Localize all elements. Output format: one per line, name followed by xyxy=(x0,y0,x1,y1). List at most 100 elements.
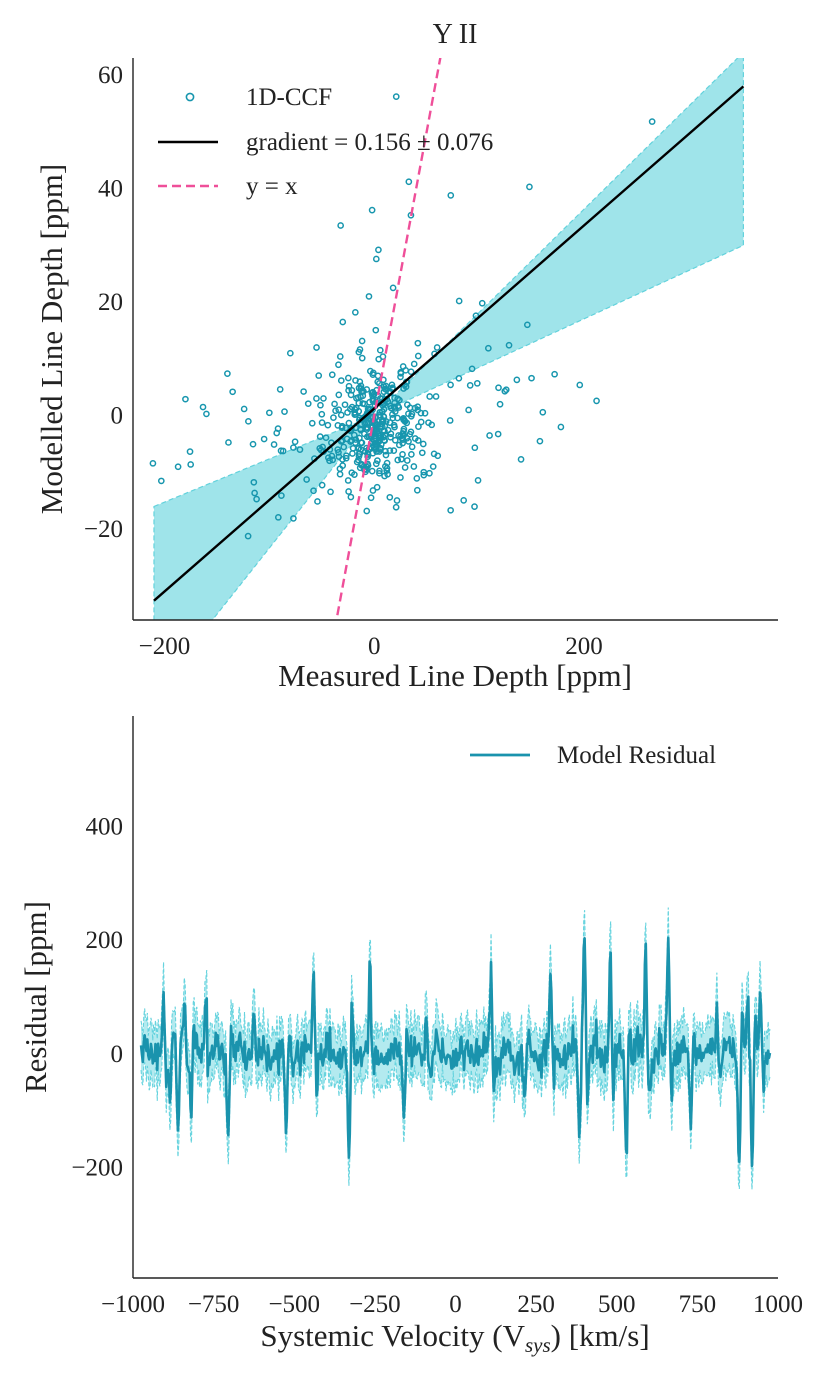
data-point xyxy=(327,488,334,496)
data-point xyxy=(403,434,411,442)
x-tick-label: 250 xyxy=(517,1291,555,1318)
data-point xyxy=(345,488,352,495)
data-point xyxy=(551,370,558,378)
data-point xyxy=(415,423,422,430)
data-point xyxy=(368,467,376,475)
data-point xyxy=(384,470,391,478)
bottom-legend: Model Residual xyxy=(470,742,716,769)
legend-marker-1d-ccf xyxy=(185,92,195,102)
x-tick-label: 200 xyxy=(565,633,603,660)
x-tick-label: 1000 xyxy=(753,1291,803,1318)
data-point xyxy=(316,433,324,440)
data-point xyxy=(270,441,278,448)
x-tick-label: −750 xyxy=(188,1291,240,1318)
x-tick-label: 750 xyxy=(679,1291,717,1318)
data-point xyxy=(361,448,369,455)
data-point xyxy=(375,246,382,254)
y-tick-label: 0 xyxy=(111,403,124,430)
y-tick-label: 400 xyxy=(86,814,124,841)
data-point xyxy=(465,406,472,414)
data-point xyxy=(304,400,312,408)
data-point xyxy=(303,476,310,483)
data-point xyxy=(361,400,368,408)
bottom-residual-panel: −1000 −750 −500 −250 0 250 500 750 1000 −200 0 200 4… xyxy=(18,716,803,1357)
legend-label-identity: y = x xyxy=(246,173,298,200)
data-point xyxy=(386,447,394,454)
data-point xyxy=(402,366,410,374)
data-point xyxy=(368,206,376,214)
data-point xyxy=(434,452,442,460)
data-point xyxy=(339,456,346,463)
data-point xyxy=(494,430,502,438)
data-point xyxy=(400,385,407,392)
data-point xyxy=(389,414,397,422)
bottom-y-axis-label: Residual [ppm] xyxy=(18,901,53,1093)
legend-label-model-residual: Model Residual xyxy=(557,742,716,769)
xlabel-main: Systemic Velocity (V xyxy=(260,1318,525,1353)
data-point xyxy=(199,403,207,411)
data-point xyxy=(318,410,326,418)
data-point xyxy=(290,444,297,451)
data-point xyxy=(420,471,428,479)
data-point xyxy=(387,404,395,412)
data-point xyxy=(394,456,402,464)
data-point xyxy=(466,382,474,389)
data-point xyxy=(322,434,330,442)
data-point xyxy=(337,222,345,229)
data-point xyxy=(413,486,421,494)
data-point xyxy=(496,400,504,408)
data-point xyxy=(399,451,406,458)
data-point xyxy=(446,417,454,424)
data-point xyxy=(348,469,356,477)
data-point xyxy=(383,459,391,467)
data-point xyxy=(365,293,373,300)
y-tick-label: 60 xyxy=(98,62,123,89)
data-point xyxy=(330,414,337,421)
data-point xyxy=(355,453,363,460)
data-point xyxy=(361,430,368,438)
data-point xyxy=(335,406,343,414)
data-point xyxy=(478,299,486,307)
y-tick-label: 40 xyxy=(98,176,123,203)
data-point xyxy=(290,515,297,522)
data-point xyxy=(335,361,342,369)
data-point xyxy=(324,421,332,429)
data-point xyxy=(358,354,366,362)
data-point xyxy=(403,457,411,464)
data-point xyxy=(372,460,380,468)
data-point xyxy=(334,422,342,429)
data-point xyxy=(401,464,409,471)
data-point xyxy=(389,384,396,392)
data-point xyxy=(421,409,429,417)
data-point xyxy=(187,461,195,468)
data-point xyxy=(349,450,356,457)
bottom-x-axis-label: Systemic Velocity (Vsys) [km/s] xyxy=(260,1318,649,1357)
data-point xyxy=(405,178,413,186)
data-point xyxy=(393,497,401,504)
data-point xyxy=(149,459,157,467)
data-point xyxy=(328,371,336,379)
data-point xyxy=(281,408,288,415)
data-point xyxy=(336,465,344,473)
data-point xyxy=(296,446,304,453)
data-point xyxy=(372,255,380,263)
data-point xyxy=(473,379,481,387)
data-point xyxy=(414,352,422,360)
data-point xyxy=(358,439,366,447)
identity-line xyxy=(335,58,442,620)
data-point xyxy=(344,374,352,382)
data-point xyxy=(433,344,441,351)
data-point xyxy=(363,507,371,515)
data-point xyxy=(317,401,324,409)
data-point xyxy=(399,430,407,437)
data-point xyxy=(376,346,384,354)
data-point xyxy=(397,474,404,481)
y-tick-label: 200 xyxy=(86,927,124,954)
data-point xyxy=(505,341,513,349)
data-point xyxy=(229,388,236,396)
data-point xyxy=(455,297,463,305)
data-point xyxy=(414,403,422,411)
data-point xyxy=(308,419,316,427)
legend-label-gradient: gradient = 0.156 ± 0.076 xyxy=(246,129,493,156)
